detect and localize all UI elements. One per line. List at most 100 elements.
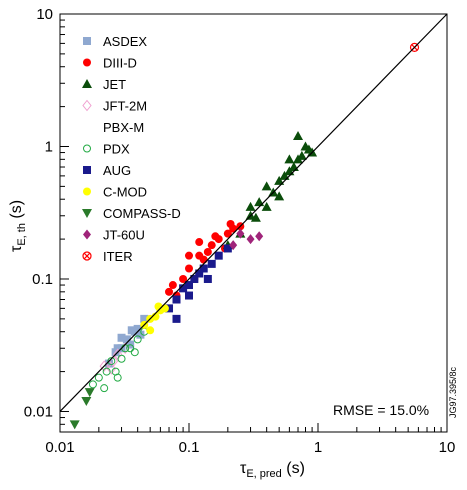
legend-label-compass-d: COMPASS-D [103, 206, 181, 221]
axis-title-subscript: E, pred [246, 468, 281, 480]
point-diii-d-6 [223, 229, 232, 238]
point-asdex-11-shape [127, 326, 136, 335]
point-diii-d-4-shape [207, 241, 216, 250]
legend: ASDEX DIII-D JET JFT-2M PBX-M PDX AUG C-MOD COMP… [82, 34, 181, 264]
legend-label-asdex: ASDEX [103, 34, 147, 49]
point-diii-d-18-shape [165, 287, 174, 296]
legend-item-pdx: PDX [83, 142, 130, 157]
legend-marker-c-mod-shape [83, 187, 91, 196]
point-pdx-12 [130, 348, 139, 357]
point-compass-d-0-shape [69, 420, 80, 430]
point-asdex-9-shape [140, 314, 149, 323]
x-tick-label: 0.1 [179, 439, 200, 456]
legend-marker-asdex [83, 37, 91, 45]
point-aug-9-shape [223, 244, 232, 253]
legend-item-pbx-m: PBX-M [103, 120, 144, 135]
point-aug-4-shape [190, 274, 199, 283]
point-pdx-5 [117, 354, 126, 363]
point-pdx-11-shape [113, 373, 122, 382]
point-diii-d-16-shape [195, 238, 204, 247]
legend-item-jet: JET [82, 77, 126, 92]
data-marks [59, 13, 448, 430]
point-aug-10 [185, 291, 193, 300]
point-aug-5-shape [195, 269, 204, 278]
point-jet-20 [250, 212, 261, 222]
y-tick-label: 0.1 [32, 271, 53, 288]
point-pdx-5-shape [117, 354, 126, 363]
point-diii-d-6-shape [223, 229, 232, 238]
point-pdx-2 [102, 367, 111, 376]
point-aug-6 [199, 264, 208, 273]
legend-label-pbx-m: PBX-M [103, 120, 144, 135]
point-jet-9 [288, 162, 299, 172]
point-pdx-10-shape [100, 384, 109, 393]
point-jet-11-shape [296, 150, 307, 160]
point-aug-1-shape [172, 295, 181, 304]
point-pdx-0 [88, 380, 97, 389]
legend-label-jet: JET [103, 77, 126, 92]
point-c-mod-6 [154, 302, 163, 311]
point-aug-4 [190, 274, 199, 283]
series-jft-2m [99, 342, 130, 375]
point-jet-18-shape [261, 181, 272, 191]
point-aug-7 [207, 259, 216, 268]
point-compass-d-1 [81, 396, 92, 406]
point-diii-d-2-shape [185, 264, 193, 273]
point-jet-9-shape [288, 162, 299, 172]
point-pdx-10 [100, 384, 109, 393]
point-jet-19-shape [245, 201, 256, 211]
point-diii-d-13-shape [211, 232, 220, 241]
point-jt-60u-3 [229, 240, 238, 251]
y-tick-label: 10 [36, 6, 53, 23]
legend-marker-iter-cross-b [83, 252, 91, 260]
point-asdex-7 [117, 333, 126, 342]
point-jet-17-shape [274, 191, 285, 201]
point-aug-9 [223, 244, 232, 253]
legend-marker-iter-ring [82, 251, 92, 261]
legend-item-diii-d: DIII-D [83, 56, 137, 71]
point-asdex-8-shape [136, 330, 145, 339]
plot-frame [59, 13, 448, 433]
point-asdex-8 [136, 330, 145, 339]
point-aug-2-shape [179, 284, 188, 293]
legend-marker-diii-d-shape [83, 58, 91, 67]
point-jet-16 [284, 154, 295, 164]
point-compass-d-2-shape [84, 388, 95, 398]
point-aug-2 [179, 284, 188, 293]
point-asdex-3-shape [122, 335, 131, 344]
legend-item-compass-d: COMPASS-D [82, 206, 181, 221]
legend-marker-jft-2m-shape [82, 99, 92, 112]
axis-title-unit: (s) [8, 200, 25, 223]
point-pdx-7-shape [126, 344, 135, 353]
point-aug-11-shape [203, 274, 212, 283]
identity-line [59, 13, 448, 412]
legend-marker-iter [82, 251, 92, 261]
point-pdx-2-shape [102, 367, 111, 376]
point-jet-4-shape [261, 201, 272, 211]
point-aug-10-shape [185, 291, 193, 300]
legend-marker-compass-d-shape [82, 209, 92, 218]
point-pdx-3 [107, 357, 116, 366]
legend-marker-aug [83, 166, 91, 174]
point-jet-19 [245, 201, 256, 211]
point-aug-0 [165, 304, 174, 313]
point-asdex-9 [140, 314, 149, 323]
point-aug-8-shape [214, 251, 223, 260]
x-tick-label: 1 [314, 439, 322, 456]
point-iter-0-ring [409, 42, 420, 52]
point-asdex-6 [133, 324, 142, 333]
legend-marker-c-mod [83, 187, 91, 196]
axis-title-unit: (s) [282, 460, 305, 477]
legend-marker-jt-60u-shape [83, 229, 91, 240]
point-pdx-12-shape [130, 348, 139, 357]
point-aug-7-shape [207, 259, 216, 268]
point-c-mod-5-shape [146, 326, 155, 335]
legend-marker-compass-d [82, 209, 92, 218]
point-asdex-3 [122, 335, 131, 344]
legend-item-aug: AUG [83, 163, 131, 178]
point-pdx-8-shape [133, 335, 142, 344]
point-aug-12-shape [172, 314, 181, 323]
legend-label-jt-60u: JT-60U [103, 228, 145, 243]
point-pdx-3-shape [107, 357, 116, 366]
